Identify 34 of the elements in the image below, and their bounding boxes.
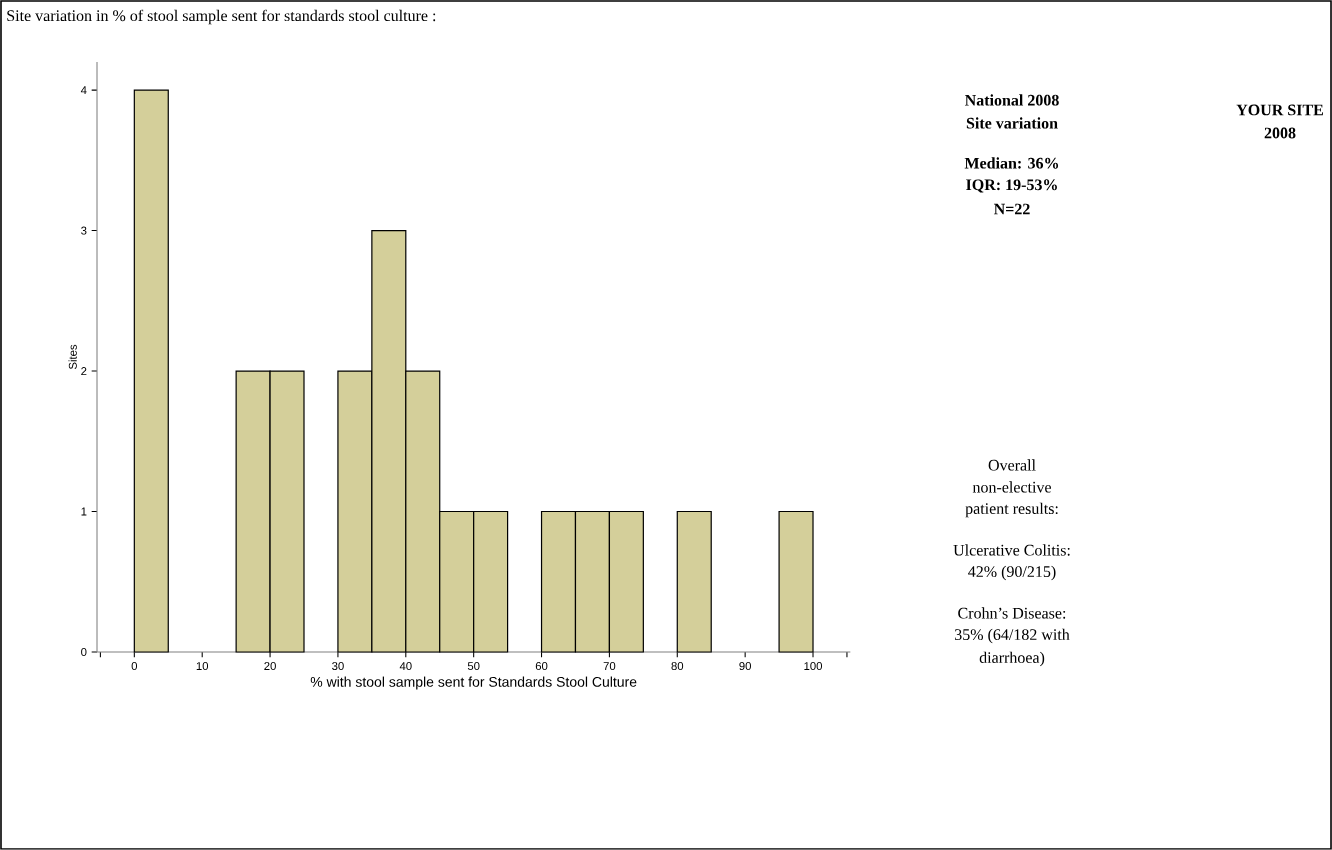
x-tick-label: 80: [671, 662, 684, 671]
x-tick-label: 100: [804, 662, 823, 671]
text: patient results:: [965, 502, 1058, 518]
x-tick-label: 0: [131, 662, 138, 671]
x-tick-label: 60: [535, 662, 548, 671]
y-tick-label: 0: [81, 648, 87, 657]
text: N=22: [993, 203, 1030, 215]
x-tick-label: 70: [603, 662, 616, 671]
chart-title: Site variation in % of stool sample sent for standards stool culture :: [7, 9, 436, 25]
text: Ulcerative Colitis:: [953, 544, 1070, 556]
text: 35% (64/182 with: [955, 628, 1070, 644]
x-tick-label: 30: [332, 662, 344, 671]
x-tick-label: 40: [399, 662, 412, 671]
y-tick-label: 4: [80, 86, 87, 94]
text: YOUR SITE: [1236, 104, 1323, 116]
text: non-elective: [972, 481, 1051, 493]
y-tick-label: 1: [81, 507, 87, 516]
x-tick-label: 20: [264, 662, 276, 671]
text: IQR: 19-53%: [966, 179, 1057, 193]
text: Median: 36%: [964, 157, 1059, 169]
y-tick-label: 2: [81, 367, 87, 375]
y-tick-label: 3: [81, 226, 87, 235]
text: National 2008: [964, 94, 1059, 106]
x-axis-title: % with stool sample sent for Standards Stool Culture: [310, 676, 637, 690]
x-tick-label: 90: [739, 662, 751, 671]
text: Crohn’s Disease:: [958, 607, 1066, 619]
x-tick-label: 50: [467, 662, 480, 671]
x-tick-label: 10: [196, 662, 209, 671]
text: diarrhoea): [979, 651, 1045, 667]
text: Site variation: [966, 117, 1058, 129]
text: 42% (90/215): [968, 565, 1056, 581]
text: 2008: [1264, 127, 1296, 139]
text: Overall: [988, 459, 1036, 471]
y-axis-title: Sites: [68, 344, 77, 370]
